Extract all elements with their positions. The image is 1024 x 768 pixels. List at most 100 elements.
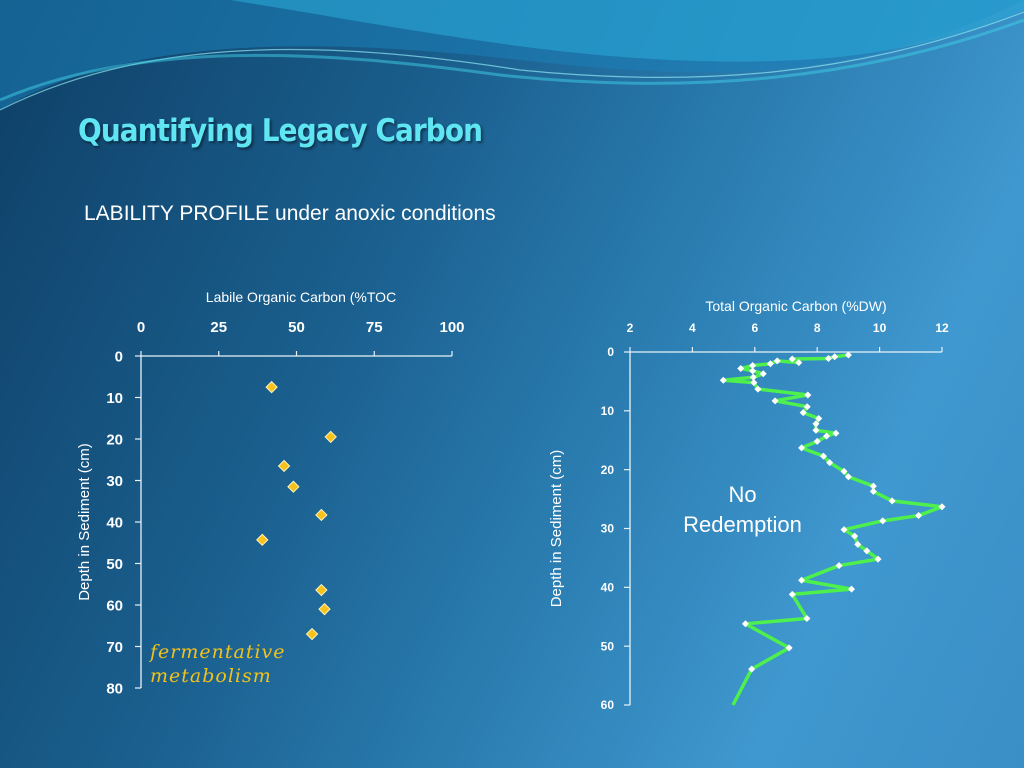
- data-point-marker: [815, 414, 823, 422]
- data-point-marker: [785, 644, 793, 652]
- x-tick-label: 10: [873, 321, 887, 335]
- no-redemption-annotation: No Redemption: [665, 480, 820, 540]
- y-tick-label: 10: [106, 390, 123, 407]
- data-point-marker: [813, 437, 821, 445]
- y-tick-label: 0: [607, 345, 614, 359]
- data-point-marker: [812, 420, 820, 428]
- y-tick-label: 30: [106, 473, 123, 490]
- fermentative-metabolism-annotation: fermentative metabolism: [150, 640, 286, 688]
- data-point-marker: [938, 503, 946, 511]
- y-tick-label: 20: [601, 463, 615, 477]
- data-point-marker: [766, 360, 774, 368]
- data-point-marker: [771, 397, 779, 405]
- data-point-marker: [799, 409, 807, 417]
- data-point-marker: [844, 473, 852, 481]
- data-point-marker: [741, 620, 749, 628]
- x-tick-label: 4: [689, 321, 696, 335]
- y-tick-label: 60: [106, 597, 123, 614]
- x-tick-label: 6: [751, 321, 758, 335]
- data-point-marker: [831, 353, 839, 361]
- annotation-line: metabolism: [150, 665, 272, 687]
- data-point-marker: [869, 487, 877, 495]
- data-point-marker: [750, 379, 758, 387]
- x-tick-label: 2: [627, 321, 634, 335]
- data-point-marker: [287, 480, 300, 493]
- x-tick-label: 25: [210, 319, 227, 336]
- data-point-marker: [863, 547, 871, 555]
- y-tick-label: 50: [601, 639, 615, 653]
- data-point-marker: [888, 497, 896, 505]
- x-tick-label: 75: [366, 319, 383, 336]
- data-point-marker: [915, 512, 923, 520]
- data-point-marker: [759, 370, 767, 378]
- annotation-line: Redemption: [683, 512, 802, 537]
- y-tick-label: 70: [106, 639, 123, 656]
- data-point-marker: [315, 508, 328, 522]
- y-tick-label: 40: [106, 514, 123, 531]
- data-point-marker: [803, 615, 811, 623]
- data-point-marker: [835, 562, 843, 570]
- x-tick-label: 8: [814, 321, 821, 335]
- data-point-marker: [749, 373, 757, 381]
- data-point-marker: [324, 430, 337, 444]
- labile-carbon-chart: 0 25 50 75 100 0 10 20 30 40 50 60 70 80 Labile Organi…: [76, 289, 465, 697]
- data-point-marker: [823, 432, 831, 440]
- y-tick-label: 0: [115, 348, 123, 365]
- slide-subtitle: LABILITY PROFILE under anoxic conditions: [84, 202, 496, 225]
- data-point-marker: [844, 351, 852, 359]
- data-point-marker: [879, 517, 887, 525]
- data-point-marker: [803, 403, 811, 411]
- data-point-marker: [804, 391, 812, 399]
- data-point-marker: [305, 627, 319, 641]
- slide-title: Quantifying Legacy Carbon: [78, 113, 483, 149]
- x-axis-title: Labile Organic Carbon (%TOC: [206, 289, 396, 305]
- x-tick-label: 50: [288, 319, 305, 336]
- annotation-line: fermentative: [150, 641, 286, 663]
- header-wave: [0, 0, 1024, 111]
- data-point-marker: [798, 444, 806, 452]
- data-point-marker: [737, 364, 745, 372]
- y-tick-label: 10: [601, 404, 615, 418]
- total-carbon-chart: 2 4 6 8 10 12 0 10 20 30 40 50 60 Total Organic Carbo…: [548, 298, 949, 712]
- data-point-marker: [315, 583, 328, 597]
- data-point-marker: [826, 459, 834, 467]
- data-point-marker: [277, 459, 291, 473]
- data-point-marker: [874, 555, 882, 563]
- x-axis-title: Total Organic Carbon (%DW): [705, 298, 886, 314]
- y-axis-title: Depth in Sediment (cm): [76, 443, 93, 601]
- data-point-marker: [869, 482, 877, 490]
- y-tick-label: 80: [106, 680, 123, 697]
- data-point-marker: [748, 665, 756, 673]
- data-point-marker: [848, 585, 856, 593]
- data-point-marker: [832, 429, 840, 437]
- annotation-line: No: [728, 482, 757, 507]
- x-tick-label: 12: [935, 321, 949, 335]
- y-tick-label: 20: [106, 431, 123, 448]
- data-point-marker: [795, 359, 803, 367]
- data-point-marker: [773, 357, 781, 365]
- y-tick-label: 60: [601, 698, 615, 712]
- y-axis-title: Depth in Sediment (cm): [548, 450, 565, 608]
- data-point-marker: [719, 376, 727, 384]
- data-point-marker: [854, 540, 862, 548]
- y-tick-label: 50: [106, 556, 123, 573]
- data-point-marker: [824, 354, 832, 362]
- x-tick-label: 0: [137, 319, 145, 336]
- data-point-marker: [256, 533, 269, 547]
- data-point-marker: [265, 380, 278, 394]
- x-tick-label: 100: [439, 319, 464, 336]
- data-point-marker: [749, 362, 757, 370]
- data-point-marker: [840, 526, 848, 534]
- y-tick-label: 40: [601, 581, 615, 595]
- data-point-marker: [798, 576, 806, 584]
- data-point-marker: [754, 385, 762, 393]
- data-point-marker: [851, 532, 859, 540]
- data-point-marker: [840, 467, 848, 475]
- data-point-marker: [318, 602, 331, 616]
- data-point-marker: [788, 590, 796, 598]
- data-point-marker: [788, 355, 796, 363]
- y-tick-label: 30: [601, 522, 615, 536]
- data-point-marker: [749, 367, 757, 375]
- data-point-marker: [812, 426, 820, 434]
